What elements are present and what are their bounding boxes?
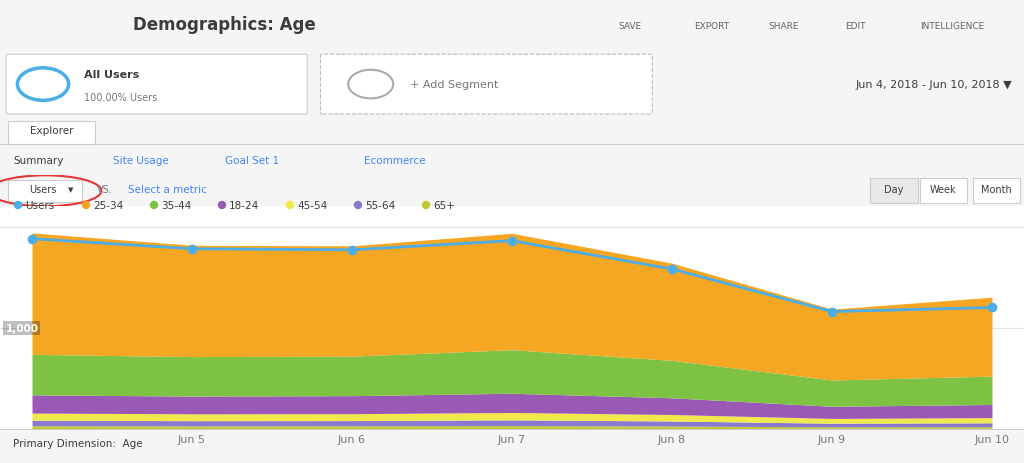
Circle shape (151, 202, 158, 209)
Text: Goal Set 1: Goal Set 1 (225, 156, 280, 166)
FancyBboxPatch shape (973, 179, 1020, 204)
Text: EXPORT: EXPORT (694, 22, 729, 31)
Text: Month: Month (981, 185, 1012, 195)
Text: 1,000: 1,000 (5, 323, 38, 333)
Text: 65+: 65+ (433, 200, 455, 211)
Text: Select a metric: Select a metric (128, 185, 207, 195)
Text: Primary Dimension:  Age: Primary Dimension: Age (13, 438, 143, 448)
Circle shape (423, 202, 429, 209)
Text: Week: Week (930, 185, 956, 195)
Circle shape (14, 202, 22, 209)
Text: All Users: All Users (84, 70, 139, 80)
Text: Site Usage: Site Usage (113, 156, 168, 166)
Circle shape (218, 202, 225, 209)
Circle shape (83, 202, 89, 209)
Text: Explorer: Explorer (30, 126, 74, 136)
Text: Summary: Summary (13, 156, 63, 166)
Text: Day: Day (885, 185, 903, 195)
FancyBboxPatch shape (6, 55, 307, 115)
Text: 45-54: 45-54 (297, 200, 328, 211)
Text: 55-64: 55-64 (365, 200, 395, 211)
FancyBboxPatch shape (8, 181, 82, 202)
Text: ▼: ▼ (68, 187, 73, 193)
Circle shape (354, 202, 361, 209)
Point (344, 246, 360, 254)
Text: 100.00% Users: 100.00% Users (84, 93, 158, 103)
Point (504, 238, 520, 245)
FancyBboxPatch shape (920, 179, 967, 204)
Point (184, 245, 201, 253)
FancyBboxPatch shape (870, 179, 918, 204)
Point (984, 304, 1000, 312)
Text: 18-24: 18-24 (229, 200, 259, 211)
Text: Ecommerce: Ecommerce (364, 156, 425, 166)
Text: Users: Users (25, 200, 54, 211)
Text: EDIT: EDIT (845, 22, 865, 31)
Text: VS.: VS. (97, 185, 113, 195)
Point (664, 266, 680, 273)
Point (823, 308, 840, 316)
Point (24, 235, 40, 243)
Text: Jun 4, 2018 - Jun 10, 2018 ▼: Jun 4, 2018 - Jun 10, 2018 ▼ (855, 80, 1012, 90)
Text: 35-44: 35-44 (161, 200, 191, 211)
Text: SHARE: SHARE (768, 22, 799, 31)
FancyBboxPatch shape (8, 121, 95, 144)
Text: + Add Segment: + Add Segment (410, 80, 498, 90)
Circle shape (287, 202, 294, 209)
Text: 25-34: 25-34 (93, 200, 123, 211)
Text: SAVE: SAVE (618, 22, 641, 31)
Text: INTELLIGENCE: INTELLIGENCE (921, 22, 984, 31)
Text: Demographics: Age: Demographics: Age (133, 16, 315, 34)
FancyBboxPatch shape (321, 55, 652, 115)
Text: Users: Users (29, 185, 56, 195)
